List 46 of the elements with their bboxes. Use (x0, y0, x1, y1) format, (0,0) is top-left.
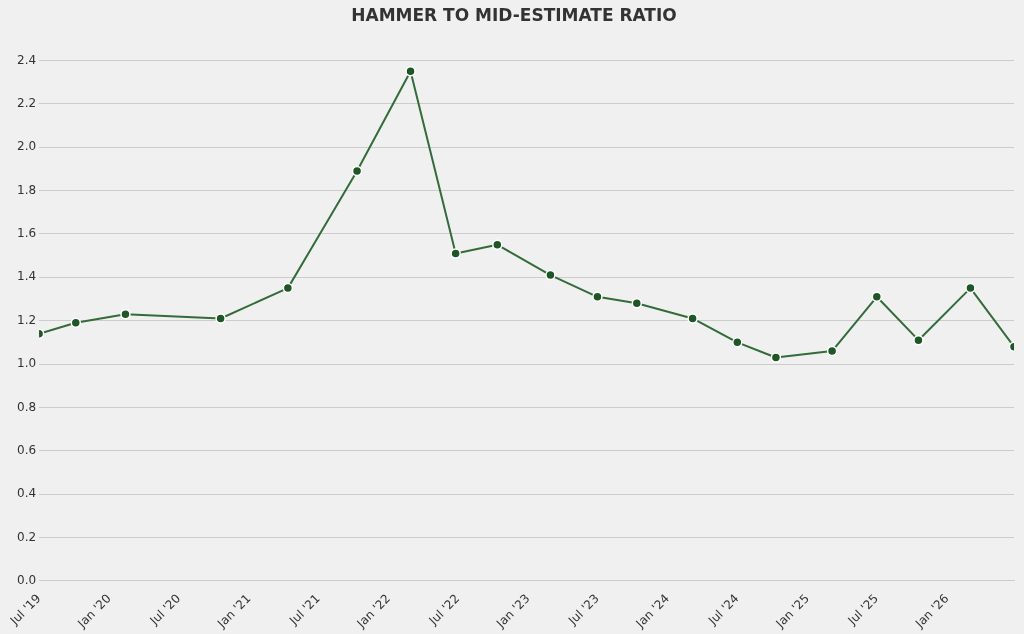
point (450, 248, 461, 259)
x-tick-label: Jul '23 (565, 591, 602, 629)
point (405, 65, 416, 77)
point (770, 352, 782, 363)
chart-title: HAMMER TO MID-ESTIMATE RATIO (351, 4, 677, 25)
point (282, 282, 294, 294)
y-tick-label: 1.0 (16, 356, 37, 371)
point (351, 165, 363, 177)
y-tick-label: 2.4 (16, 52, 37, 67)
y-tick-label: 1.2 (16, 312, 37, 327)
point (687, 313, 698, 324)
y-tick-label: 0.4 (16, 486, 37, 501)
x-tick-label: Jul '22 (425, 591, 463, 629)
x-tick-label: Jul '21 (286, 591, 323, 629)
point (631, 298, 643, 309)
point (215, 313, 226, 324)
x-tick-label: Jan '26 (911, 591, 952, 631)
point (492, 239, 503, 250)
x-tick-label: Jan '25 (772, 591, 812, 631)
y-tick-label: 2.0 (16, 139, 37, 154)
y-tick-label: 0.6 (16, 442, 37, 457)
point (965, 282, 976, 294)
point (826, 345, 838, 357)
x-tick-label: Jan '21 (214, 591, 254, 631)
point (913, 334, 924, 346)
x-tick-label: Jul '24 (704, 591, 742, 629)
x-tick-label: Jan '20 (74, 591, 114, 631)
y-tick-label: 0.2 (16, 529, 37, 544)
y-tick-label: 1.8 (16, 182, 37, 197)
y-tick-label: 2.2 (16, 95, 37, 110)
y-tick-label: 1.6 (16, 226, 37, 241)
x-tick-label: Jan '23 (493, 591, 533, 631)
point (732, 337, 743, 348)
point (545, 269, 556, 281)
x-tick-label: Jan '22 (353, 591, 394, 631)
x-tick-label: Jul '25 (844, 591, 882, 629)
point (70, 317, 82, 329)
y-tick-label: 0.0 (16, 573, 37, 588)
x-tick-label: Jul '19 (6, 591, 44, 629)
y-tick-label: 1.4 (16, 269, 37, 284)
x-tick-label: Jul '20 (146, 591, 184, 629)
point (592, 291, 603, 303)
x-tick-label: Jan '24 (632, 591, 673, 631)
point (871, 291, 883, 303)
point (120, 308, 131, 320)
y-tick-label: 0.8 (16, 399, 37, 414)
